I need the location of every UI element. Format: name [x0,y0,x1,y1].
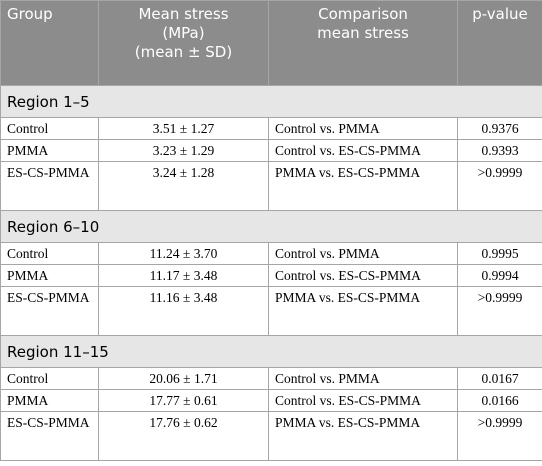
table-cell: 0.9376 [457,117,542,140]
table-cell: PMMA vs. ES-CS-PMMA [268,161,458,211]
table-cell: 11.24 ± 3.70 [98,242,269,265]
table-cell: 17.76 ± 0.62 [98,411,269,461]
table-cell: 0.9994 [457,264,542,287]
data-row: PMMA 11.17 ± 3.48 Control vs. ES-CS-PMMA 0.… [0,264,542,287]
table-cell: Control vs. ES-CS-PMMA [268,264,458,287]
data-row: ES-CS-PMMA 3.24 ± 1.28 PMMA vs. ES-CS-PMMA… [0,161,542,211]
table-cell: >0.9999 [457,286,542,336]
data-row: PMMA 17.77 ± 0.61 Control vs. ES-CS-PMMA 0.… [0,389,542,412]
table-cell: 3.51 ± 1.27 [98,117,269,140]
section-row: Region 1–5 [0,85,542,118]
table-cell: Control vs. PMMA [268,117,458,140]
header-row: Group Mean stress (MPa) (mean ± SD) Compar… [0,0,542,86]
section-title: Region 6–10 [0,210,542,243]
table-cell: ES-CS-PMMA [0,161,99,211]
data-row: Control 11.24 ± 3.70 Control vs. PMMA 0.999… [0,242,542,265]
table-cell: 17.77 ± 0.61 [98,389,269,412]
header-cell: Group [0,0,99,86]
table-cell: PMMA [0,264,99,287]
table-cell: Control [0,367,99,390]
table-cell: Control vs. ES-CS-PMMA [268,389,458,412]
table-cell: >0.9999 [457,161,542,211]
table-cell: Control vs. PMMA [268,367,458,390]
table-cell: Control [0,242,99,265]
table-cell: Control [0,117,99,140]
header-cell: p-value [457,0,542,86]
section-title: Region 11–15 [0,335,542,368]
header-cell: Mean stress (MPa) (mean ± SD) [98,0,269,86]
data-row: Control 3.51 ± 1.27 Control vs. PMMA 0.9376 [0,117,542,140]
data-row: ES-CS-PMMA 17.76 ± 0.62 PMMA vs. ES-CS-PMM… [0,411,542,461]
data-row: ES-CS-PMMA 11.16 ± 3.48 PMMA vs. ES-CS-PMM… [0,286,542,336]
table-cell: 3.23 ± 1.29 [98,139,269,162]
table-cell: 11.16 ± 3.48 [98,286,269,336]
table-cell: PMMA [0,139,99,162]
section-row: Region 6–10 [0,210,542,243]
table-cell: PMMA [0,389,99,412]
table-cell: 0.0166 [457,389,542,412]
table-cell: ES-CS-PMMA [0,286,99,336]
table-cell: PMMA vs. ES-CS-PMMA [268,286,458,336]
table-cell: Control vs. ES-CS-PMMA [268,139,458,162]
table-cell: 0.0167 [457,367,542,390]
table-cell: >0.9999 [457,411,542,461]
section-title: Region 1–5 [0,85,542,118]
data-row: Control 20.06 ± 1.71 Control vs. PMMA 0.016… [0,367,542,390]
table-cell: ES-CS-PMMA [0,411,99,461]
table-cell: 11.17 ± 3.48 [98,264,269,287]
table-cell: 20.06 ± 1.71 [98,367,269,390]
table-cell: 0.9393 [457,139,542,162]
header-cell: Comparison mean stress [268,0,458,86]
table-cell: 0.9995 [457,242,542,265]
table-cell: 3.24 ± 1.28 [98,161,269,211]
table-cell: Control vs. PMMA [268,242,458,265]
table-cell: PMMA vs. ES-CS-PMMA [268,411,458,461]
section-row: Region 11–15 [0,335,542,368]
data-row: PMMA 3.23 ± 1.29 Control vs. ES-CS-PMMA 0.9… [0,139,542,162]
